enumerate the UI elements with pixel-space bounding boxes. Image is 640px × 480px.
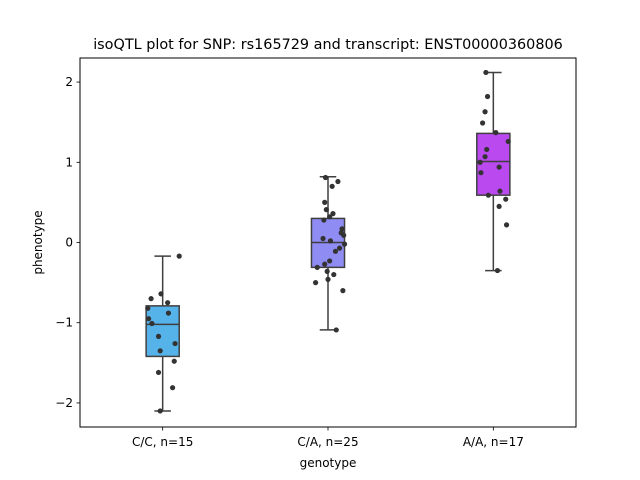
data-point <box>155 369 162 376</box>
data-point <box>330 211 336 217</box>
points-group <box>477 69 511 274</box>
data-point <box>165 310 172 316</box>
data-point <box>320 235 326 242</box>
data-point <box>493 130 499 136</box>
y-tick-label: −1 <box>55 316 73 330</box>
data-point <box>335 178 341 185</box>
data-point <box>479 120 486 126</box>
data-point <box>505 138 511 145</box>
data-point <box>332 248 339 254</box>
data-point <box>324 268 330 274</box>
data-point <box>325 276 331 282</box>
data-point <box>497 188 503 194</box>
x-tick-label: A/A, n=17 <box>463 435 524 449</box>
data-point <box>171 358 177 364</box>
data-point <box>322 174 329 181</box>
data-point <box>331 271 337 278</box>
data-point <box>155 333 162 339</box>
data-point <box>327 238 334 244</box>
data-point <box>322 199 328 205</box>
data-point <box>339 226 345 232</box>
data-point <box>341 232 347 238</box>
data-point <box>494 267 501 274</box>
points-group <box>145 253 182 414</box>
y-tick-label: −2 <box>55 396 73 410</box>
data-point <box>172 340 178 347</box>
data-point <box>484 93 491 100</box>
data-point <box>333 327 339 333</box>
data-point <box>484 146 490 153</box>
x-tick-label: C/C, n=15 <box>132 435 193 449</box>
data-point <box>149 320 155 327</box>
y-tick-label: 1 <box>65 155 73 169</box>
x-tick-label: C/A, n=25 <box>297 435 358 449</box>
box-group <box>145 255 180 412</box>
data-point <box>158 291 164 297</box>
box-group <box>310 175 346 331</box>
data-point <box>176 253 182 259</box>
data-point <box>340 288 346 294</box>
data-point <box>329 183 335 189</box>
data-point <box>165 300 171 306</box>
data-point <box>477 159 483 165</box>
box-group <box>476 71 511 272</box>
data-point <box>483 69 489 76</box>
data-point <box>157 348 163 354</box>
data-point <box>503 222 510 228</box>
x-axis-label: genotype <box>300 456 357 470</box>
data-point <box>322 261 328 267</box>
data-point <box>145 305 151 311</box>
data-point <box>323 207 329 213</box>
data-point <box>478 170 484 176</box>
box-iqr <box>476 132 511 196</box>
data-point <box>313 280 319 286</box>
data-point <box>327 214 333 220</box>
data-point <box>341 241 348 247</box>
y-axis: −2 −1 0 1 2 <box>55 75 80 410</box>
data-point <box>148 296 154 302</box>
data-point <box>146 316 152 322</box>
data-point <box>336 245 343 251</box>
data-point <box>482 154 488 160</box>
plot-area <box>145 69 511 414</box>
x-axis: C/C, n=15 C/A, n=25 A/A, n=17 <box>132 427 524 449</box>
data-point <box>482 109 488 115</box>
data-point <box>485 192 491 198</box>
data-point <box>157 408 163 414</box>
data-point <box>169 385 176 391</box>
data-point <box>327 258 333 264</box>
data-point <box>496 203 502 210</box>
y-tick-label: 0 <box>65 236 73 250</box>
y-axis-label: phenotype <box>31 210 45 274</box>
chart-title: isoQTL plot for SNP: rs165729 and transc… <box>93 37 563 53</box>
y-tick-label: 2 <box>65 75 73 89</box>
data-point <box>503 196 509 202</box>
data-point <box>314 264 320 270</box>
data-point <box>321 217 327 223</box>
data-point <box>496 164 502 170</box>
points-group <box>313 174 348 333</box>
box-iqr <box>145 305 180 358</box>
